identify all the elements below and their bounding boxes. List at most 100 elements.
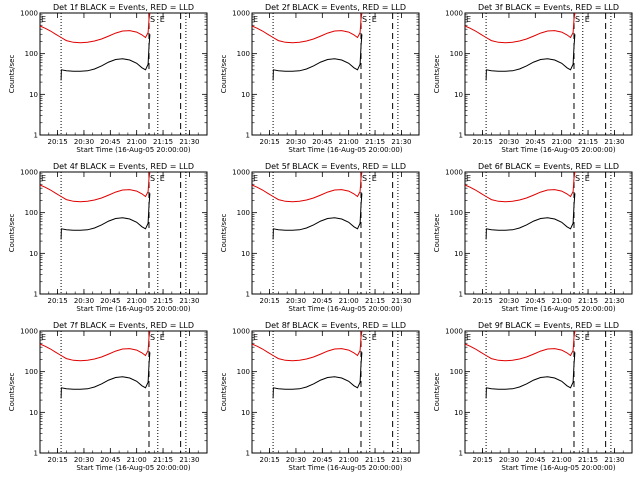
red-series-line [39,171,151,203]
black-series-line [485,352,576,399]
e-marker: E [466,333,471,342]
x-tick-label: 20:15 [47,138,67,146]
y-tick-label: 1000 [445,10,463,18]
y-tick-label: 100 [237,209,250,217]
e-marker: E [372,333,377,342]
x-tick-label: 20:45 [100,297,120,305]
panel-3: Det 3f BLACK = Events, RED = LLD 1 10 100 10… [433,3,633,154]
y-axis-label: Counts/sec [220,214,228,253]
panel-title: Det 9f BLACK = Events, RED = LLD [478,321,619,330]
red-series-line [464,330,576,362]
y-axis-label: Counts/sec [8,55,16,94]
x-tick-label: 20:30 [499,297,519,305]
x-tick-label: 20:45 [100,456,120,464]
y-axis-label: Counts/sec [8,373,16,412]
red-series-line [464,171,576,203]
y-tick-label: 1000 [20,328,38,336]
x-tick-label: 20:45 [525,456,545,464]
y-tick-label: 100 [25,50,38,58]
x-tick-label: 20:45 [525,297,545,305]
y-tick-label: 100 [237,368,250,376]
e-marker: E [41,174,46,183]
y-tick-label: 100 [25,368,38,376]
plot-frame [464,330,633,454]
x-tick-label: 21:15 [153,297,173,305]
x-tick-label: 21:30 [179,297,199,305]
x-tick-label: 20:30 [74,138,94,146]
y-tick-label: 1000 [20,10,38,18]
e-marker: E [160,174,165,183]
panel-4: Det 4f BLACK = Events, RED = LLD 1 10 100 10… [8,162,208,313]
y-tick-label: 10 [454,409,463,417]
y-tick-label: 10 [241,250,250,258]
x-tick-label: 21:30 [604,456,624,464]
panel-7: Det 7f BLACK = Events, RED = LLD 1 10 100 10… [8,321,208,472]
x-tick-label: 20:30 [499,138,519,146]
y-axis-label: Counts/sec [220,55,228,94]
black-series-line [272,352,363,399]
s-marker: S [150,174,155,183]
black-series-line [60,34,151,81]
plot-frame [251,171,420,295]
red-series-line [464,12,576,44]
x-tick-label: 20:30 [286,456,306,464]
s-marker: S [362,333,367,342]
plot-frame [39,12,208,136]
y-tick-label: 1 [34,132,38,140]
x-tick-label: 21:30 [391,456,411,464]
panel-title: Det 7f BLACK = Events, RED = LLD [53,321,194,330]
x-tick-label: 20:15 [472,138,492,146]
black-series-line [60,352,151,399]
panel-title: Det 1f BLACK = Events, RED = LLD [53,3,194,12]
y-tick-label: 100 [450,50,463,58]
e-marker: E [160,333,165,342]
y-axis-label: Counts/sec [8,214,16,253]
y-tick-label: 10 [29,409,38,417]
x-axis-label: Start Time (16-Aug-05 20:00:00) [288,464,402,472]
s-marker: S [150,15,155,24]
panel-2: Det 2f BLACK = Events, RED = LLD 1 10 100 10… [220,3,420,154]
e-marker: E [466,174,471,183]
x-tick-label: 20:30 [286,297,306,305]
y-tick-label: 1000 [232,10,250,18]
red-series-line [39,12,151,44]
x-tick-label: 20:15 [259,138,279,146]
e-marker: E [253,174,258,183]
x-axis-label: Start Time (16-Aug-05 20:00:00) [501,464,615,472]
black-series-line [272,193,363,240]
y-tick-label: 1 [34,450,38,458]
y-tick-label: 1 [246,132,250,140]
panel-title: Det 4f BLACK = Events, RED = LLD [53,162,194,171]
panel-5: Det 5f BLACK = Events, RED = LLD 1 10 100 10… [220,162,420,313]
plot-frame [39,171,208,295]
x-tick-label: 20:30 [74,297,94,305]
e-marker: E [372,174,377,183]
x-tick-label: 21:30 [391,297,411,305]
y-tick-label: 1 [459,450,463,458]
y-tick-label: 1 [246,291,250,299]
e-marker: E [253,15,258,24]
y-tick-label: 1 [459,291,463,299]
plot-frame [251,12,420,136]
x-tick-label: 21:00 [127,297,147,305]
x-tick-label: 20:30 [286,138,306,146]
e-marker: E [585,333,590,342]
y-tick-label: 1000 [445,328,463,336]
panel-9: Det 9f BLACK = Events, RED = LLD 1 10 100 10… [433,321,633,472]
y-tick-label: 1000 [232,328,250,336]
x-tick-label: 21:15 [578,138,598,146]
e-marker: E [160,15,165,24]
x-axis-label: Start Time (16-Aug-05 20:00:00) [76,305,190,313]
y-tick-label: 10 [29,91,38,99]
x-tick-label: 21:30 [179,138,199,146]
e-marker: E [41,333,46,342]
x-axis-label: Start Time (16-Aug-05 20:00:00) [76,146,190,154]
e-marker: E [253,333,258,342]
x-tick-label: 20:30 [499,456,519,464]
black-series-line [60,193,151,240]
y-tick-label: 100 [25,209,38,217]
y-tick-label: 10 [454,91,463,99]
black-series-line [485,193,576,240]
x-tick-label: 21:15 [153,138,173,146]
plot-frame [464,171,633,295]
